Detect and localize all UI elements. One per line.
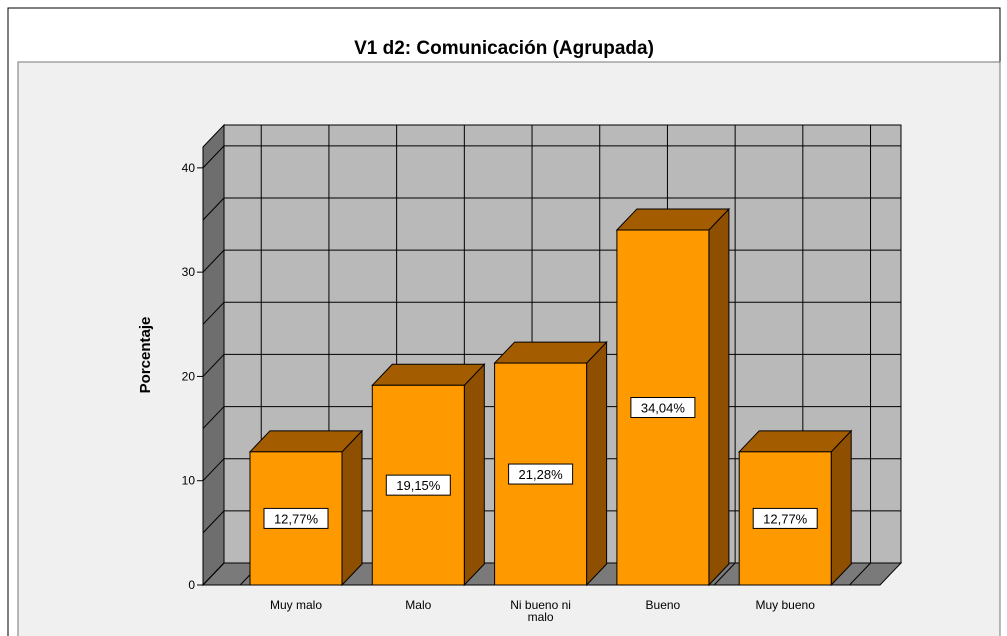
- bar-top: [493, 341, 608, 364]
- y-tick-label: 0: [188, 578, 195, 592]
- bar-top: [615, 208, 731, 231]
- bar-side: [341, 429, 363, 587]
- minor-side-line: [202, 197, 225, 221]
- bar-side: [708, 207, 730, 587]
- x-tick-label: Muy malo: [269, 598, 322, 612]
- value-label: 12,77%: [274, 511, 319, 526]
- chart-title: V1 d2: Comunicación (Agrupada): [354, 38, 654, 59]
- side-grid-line: [202, 562, 225, 586]
- bar-top: [371, 363, 486, 386]
- value-label: 19,15%: [396, 478, 441, 493]
- side-grid-line: [202, 354, 225, 377]
- minor-side-line: [202, 301, 225, 325]
- bar-top: [248, 430, 364, 453]
- bar-side: [586, 340, 608, 587]
- x-tick-label: Malo: [405, 598, 432, 612]
- y-tick-label: 40: [182, 161, 196, 175]
- bar-side: [830, 429, 852, 587]
- value-label-box: [630, 397, 696, 419]
- value-label: 12,77%: [763, 511, 808, 526]
- floor-line: [849, 562, 871, 586]
- side-grid-line: [202, 145, 225, 169]
- value-label-box: [752, 507, 818, 529]
- side-wall: [202, 123, 225, 587]
- minor-side-line: [202, 406, 225, 429]
- side-grid-line: [202, 249, 225, 273]
- x-tick-label: Muy bueno: [755, 598, 815, 612]
- value-label-box: [385, 474, 451, 496]
- minor-side-line: [202, 510, 225, 534]
- bar-top: [738, 430, 853, 453]
- x-tick-label: Ni bueno ni malo: [510, 598, 571, 624]
- value-label: 34,04%: [641, 401, 686, 416]
- y-tick-label: 30: [182, 265, 196, 279]
- y-tick-label: 20: [182, 369, 196, 383]
- value-label: 21,28%: [519, 467, 564, 482]
- floor-line: [713, 562, 736, 586]
- y-axis-label: Porcentaje: [137, 317, 154, 394]
- bar-side: [463, 363, 485, 587]
- value-label-box: [508, 463, 574, 485]
- side-grid-line: [202, 458, 225, 482]
- value-label-box: [263, 507, 329, 529]
- x-tick-label: Bueno: [645, 598, 681, 612]
- y-tick-label: 10: [182, 474, 196, 488]
